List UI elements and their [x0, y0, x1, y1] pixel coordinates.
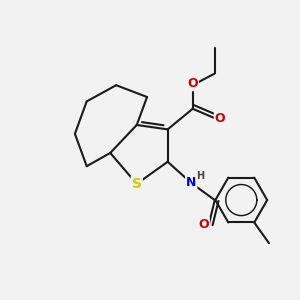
- Text: N: N: [186, 176, 196, 190]
- Text: O: O: [198, 218, 209, 231]
- Text: H: H: [196, 171, 204, 181]
- Text: O: O: [188, 77, 198, 90]
- Text: O: O: [215, 112, 225, 125]
- Text: S: S: [132, 177, 142, 191]
